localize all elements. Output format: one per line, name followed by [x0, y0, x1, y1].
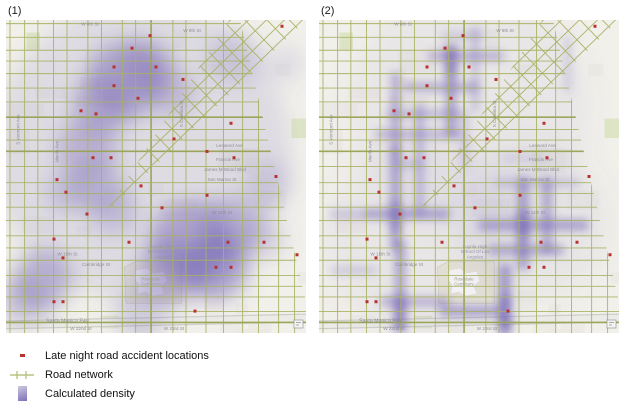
street-label: S Catalina St: [179, 100, 184, 128]
accident-point-icon: [19, 354, 25, 357]
street-label: W 11th St: [212, 210, 233, 215]
street-label: Francis Ave: [216, 157, 240, 162]
street-label: W 23rd St: [164, 326, 185, 331]
accident-points-layer: [365, 24, 612, 313]
street-label: Menlo Ave: [368, 140, 373, 162]
panel-1-label: (1): [8, 5, 22, 17]
street-label: W 23rd St: [477, 326, 498, 331]
density-wash: [325, 20, 610, 333]
panel-1: (1) W 8th St W 9th St Leeward Ave Francis A…: [6, 3, 306, 333]
density-gradient-symbol: [8, 386, 36, 401]
street-label: W 8th St: [394, 22, 412, 27]
accident-point-symbol: [8, 354, 36, 357]
legend-label-road-network: Road network: [45, 368, 113, 381]
street-label: W 22nd St: [70, 326, 92, 331]
street-label: W 15th St: [57, 251, 78, 256]
map-labels-layer: W 8th St W 9th St Leeward Ave Francis Ave Ja…: [329, 22, 560, 331]
place-label: Rosedale Cemetery: [454, 276, 475, 286]
street-label: W 22nd St: [383, 326, 405, 331]
legend-label-accidents: Late night road accident locations: [45, 349, 209, 362]
map-logo-icon: [606, 319, 617, 329]
density-gradient-icon: [17, 386, 27, 401]
street-label: W 9th St: [496, 28, 514, 33]
map-2-network-density: W 8th St W 9th St Leeward Ave Francis Ave Ja…: [319, 20, 619, 333]
road-line-icon: [10, 370, 34, 379]
street-label: San Marino St: [207, 177, 237, 182]
map-panels: (1) W 8th St W 9th St Leeward Ave Francis A…: [6, 3, 619, 333]
panel-2: (2) W 8th St W 9th St Leeward Ave Francis A…: [319, 3, 619, 333]
street-label: Menlo Ave: [55, 140, 60, 162]
highway-label: Santa Monica Fwy: [359, 318, 402, 324]
street-label: Leeward Ave: [529, 143, 556, 148]
road-network-layer: [6, 20, 306, 333]
accident-points-layer: [52, 24, 299, 313]
street-label: W 15th St: [370, 251, 391, 256]
street-label: Cambridge St: [395, 262, 424, 267]
legend: Late night road accident locations Road …: [8, 346, 627, 403]
street-label: James M Wood Blvd: [204, 167, 246, 172]
legend-label-density: Calculated density: [45, 387, 135, 400]
street-label: S Vermont Ave: [329, 114, 334, 145]
map-logo-icon: [293, 319, 304, 329]
street-label: W 9th St: [183, 28, 201, 33]
street-label: Cambridge St: [82, 262, 111, 267]
street-label: James M Wood Blvd: [517, 167, 559, 172]
road-network-symbol: [8, 369, 36, 381]
street-label: S Catalina St: [492, 100, 497, 128]
street-label: W 8th St: [81, 22, 99, 27]
street-label: Francis Ave: [529, 157, 553, 162]
density-surface-layer: [6, 20, 303, 333]
highway-label: Santa Monica Fwy: [46, 318, 89, 324]
map-1-planar-kernel-density: W 8th St W 9th St Leeward Ave Francis Ave Ja…: [6, 20, 306, 333]
street-label: Leeward Ave: [216, 143, 243, 148]
street-label: W 11th St: [525, 210, 546, 215]
map-labels-layer: W 8th St W 9th St Leeward Ave Francis Ave Ja…: [16, 22, 247, 331]
street-label: S Vermont Ave: [16, 114, 21, 145]
place-label: Loyola High School Of Los Angeles: [461, 244, 491, 259]
legend-item-accidents: Late night road accident locations: [8, 346, 627, 365]
legend-item-road-network: Road network: [8, 365, 627, 384]
place-label: Loyola High School Of Los Angeles: [148, 244, 178, 259]
street-label: San Marino St: [520, 177, 550, 182]
panel-2-label: (2): [321, 5, 335, 17]
place-label: Rosedale Cemetery: [141, 276, 162, 286]
legend-item-density: Calculated density: [8, 384, 627, 403]
